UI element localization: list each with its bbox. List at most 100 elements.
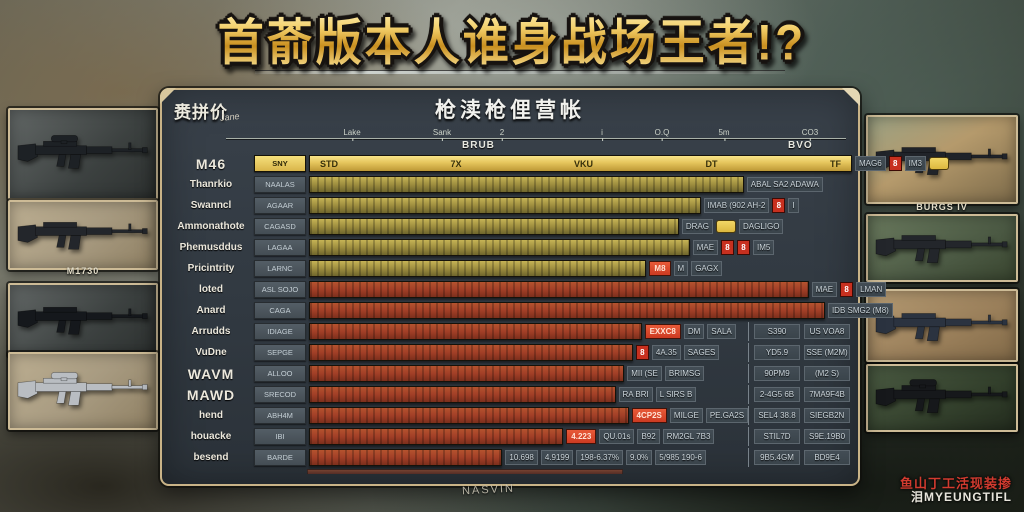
value-cell: IMAB (902 AH-2	[703, 198, 770, 213]
bar-track: MII (SE BRIMSG	[309, 365, 744, 382]
right-value-pair: 2-4G5 6B 7MA9F4B	[748, 385, 850, 404]
value-cell: 4A.35	[651, 345, 681, 360]
value-cell: RM2GL 7B3	[662, 429, 715, 444]
stat-bar	[309, 197, 701, 214]
rifle-icon	[876, 235, 1008, 264]
row-label: MAWD	[186, 386, 236, 403]
table-row: besend BARDE 10.698 4.9199 198-6.37% 9.0% 5/98…	[168, 448, 850, 467]
value-cell: ABAL SA2 ADAWA	[746, 177, 823, 192]
stat-axis: Lake Sank 2 i O.Q 5m CO3	[226, 124, 846, 141]
table-row: Pricintrity LARNC M8 M GAGX	[168, 259, 850, 278]
stat-bar	[309, 407, 629, 424]
table-row: Arrudds IDIAGE EXXC8 DM SALA S390 US VOA8	[168, 322, 850, 341]
right-value-pair: YD5.9 SSE (M2M)	[748, 343, 850, 362]
table-row: Anard CAGA IDB SMG2 (M8)	[168, 301, 893, 320]
value-cell: LMAN	[856, 282, 887, 297]
yellow-badge	[929, 157, 950, 170]
value-cell: DAGLIGO	[739, 219, 784, 234]
value-cell: IM5	[753, 240, 775, 255]
value-cell: 9.0%	[626, 450, 653, 465]
value-cell: SALA	[707, 324, 736, 339]
red-badge: 8	[635, 345, 649, 360]
value-cell: BD9E4	[804, 450, 850, 465]
stat-bar	[309, 428, 564, 445]
row-label: besend	[193, 452, 229, 463]
table-row: MAWD SRECOD RA BRI L SIRS B 2-4G5 6B 7MA9F4B	[168, 385, 850, 404]
row-chip: SEPGE	[254, 344, 306, 361]
bar-track: STD 7X VKU DT TF MAG6 8 IM3	[309, 155, 950, 172]
bar-track: RA BRI L SIRS B	[309, 386, 744, 403]
table-row: Phemusddus LAGAA MAE 8 8 IM5	[168, 238, 850, 257]
red-badge: 8	[737, 240, 751, 255]
bar-track: 8 4A.35 SAGES	[309, 344, 744, 361]
row-chip: CAGASD	[254, 218, 306, 235]
rifle-icon	[18, 372, 148, 406]
stat-bar	[309, 239, 690, 256]
row-chip: NAALAS	[254, 176, 306, 193]
panel-corner-label: 赉拼价	[174, 103, 228, 122]
stat-bar	[309, 323, 642, 340]
right-value-pair: 9B5.4GM BD9E4	[748, 448, 850, 467]
right-value-pair: STIL7D S9E.19B0	[748, 427, 850, 446]
value-cell: GAGX	[691, 261, 723, 276]
value-cell: SEL4 38.8	[754, 408, 800, 423]
row-chip: SNY	[254, 155, 306, 172]
bar-track: IMAB (902 AH-2 8 I	[309, 197, 850, 214]
rifle-icon	[18, 222, 148, 250]
red-badge: 8	[888, 156, 902, 171]
bar-seg-value: VKU	[573, 158, 593, 169]
poster-title: 首萮版本人谁身战场王者!?	[218, 3, 806, 74]
stat-bar	[309, 281, 809, 298]
hot-segment: EXXC8	[644, 324, 681, 339]
stat-bar	[309, 365, 625, 382]
stat-bar	[309, 260, 647, 277]
value-cell: MAE	[811, 282, 838, 297]
poster-title-wrap: 首萮版本人谁身战场王者!?	[0, 6, 1024, 72]
partial-bottom-bar	[307, 469, 623, 474]
table-row: Thanrkio NAALAS ABAL SA2 ADAWA	[168, 175, 850, 194]
value-cell: (M2 S)	[804, 366, 850, 381]
group-label-left: BRUB	[462, 140, 495, 151]
value-cell: 10.698	[505, 450, 538, 465]
bar-seg-value: 7X	[450, 158, 462, 169]
right-value-pair: SEL4 38.8 SIEGB2N	[748, 406, 850, 425]
row-chip: AGAAR	[254, 197, 306, 214]
value-cell: QU.01s	[599, 429, 635, 444]
value-cell: 90PM9	[754, 366, 800, 381]
weapon-frame-label: M1730	[66, 266, 100, 276]
bar-track: IDB SMG2 (M8)	[309, 302, 893, 319]
row-chip: ABH4M	[254, 407, 306, 424]
row-chip: IBI	[254, 428, 306, 445]
right-value-pair: 90PM9 (M2 S)	[748, 364, 850, 383]
row-chip: LAGAA	[254, 239, 306, 256]
axis-tick: i	[601, 128, 603, 141]
value-cell: US VOA8	[804, 324, 850, 339]
table-row: loted ASL SOJO MAE 8 LMAN	[168, 280, 887, 299]
bar-seg-text: STD 7X VKU DT TF	[310, 156, 851, 171]
value-cell: 5/985 190-6	[655, 450, 706, 465]
value-cell: SAGES	[683, 345, 720, 360]
row-label: Arrudds	[191, 326, 231, 337]
row-label: hend	[199, 410, 223, 421]
value-cell: SSE (M2M)	[804, 345, 850, 360]
red-badge: 8	[840, 282, 854, 297]
axis-tick: 2	[499, 128, 505, 141]
bar-track: 4CP2S MILGE PE.GA2S	[309, 407, 749, 424]
rifle-icon	[18, 307, 148, 335]
value-cell: RA BRI	[618, 387, 653, 402]
right-weapon-gallery: BURGS IV	[866, 0, 1018, 512]
axis-tick: 5m	[718, 128, 730, 141]
weapon-frame-label: BURGS IV	[916, 202, 968, 212]
value-cell: IM3	[904, 156, 927, 171]
row-label: Anard	[196, 305, 226, 316]
watermark-bottom-right: 鱼山丁工活现装掺 泪MYEUNGTIFL	[900, 476, 1012, 504]
row-label: Phemusddus	[179, 242, 243, 253]
watermark-bottom-center: NASVIN	[461, 482, 516, 498]
value-cell: M	[673, 261, 689, 276]
row-label: loted	[199, 284, 223, 295]
bar-seg-value: STD	[320, 158, 338, 169]
weapon-frame	[866, 214, 1018, 282]
panel-title: 枪渎枪俚营帐	[435, 99, 585, 122]
bar-track: DRAG DAGLIGO	[309, 218, 850, 235]
value-cell: S9E.19B0	[804, 429, 850, 444]
